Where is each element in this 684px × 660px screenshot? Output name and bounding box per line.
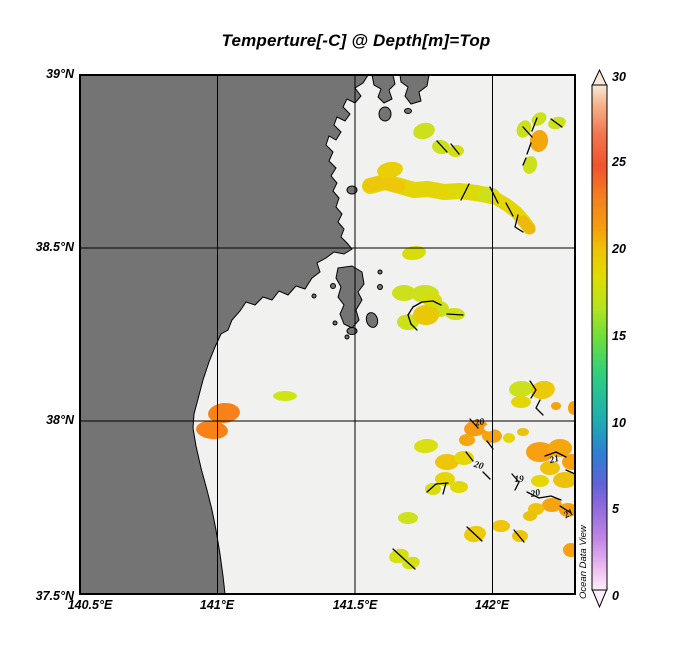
y-axis-label: 39°N [46,67,74,81]
svg-text:21: 21 [562,508,576,522]
svg-text:20: 20 [473,417,485,429]
map-frame [79,74,576,595]
landmass [80,75,430,594]
colorbar-tick-label: 25 [612,155,626,169]
svg-text:20: 20 [472,460,485,472]
svg-text:19: 19 [514,475,524,485]
peninsula-island [371,75,396,104]
islet [344,334,350,340]
islet [377,284,383,290]
colorbar [591,68,608,609]
odv-watermark: Ocean Data View [578,525,589,599]
colorbar-tick-label: 30 [612,70,626,84]
grid-lines [80,75,575,594]
x-axis-label: 142°E [474,598,510,612]
x-axis-label: 141.5°E [332,598,378,612]
islet [377,269,383,275]
colorbar-bottom-arrow [591,588,608,609]
colorbar-tick-label: 10 [612,416,626,430]
contour-lines-layer [392,117,575,570]
islet [365,312,379,328]
colorbar-top-arrow [591,68,608,87]
svg-text:21: 21 [548,454,561,466]
colorbar-tick-label: 5 [612,502,619,516]
y-axis-label: 38°N [46,413,74,427]
y-axis-label: 37.5°N [35,589,74,603]
peninsula-island [399,75,430,105]
plot-title: Temperture[-C] @ Depth[m]=Top [221,31,491,50]
contour-labels-layer: 20 19 21 20 21 20 [472,417,576,522]
colorbar-gradient [591,84,608,591]
islet [311,293,317,299]
islet [330,283,336,289]
islet [378,106,392,122]
svg-text:20: 20 [529,488,542,500]
islet [404,108,412,114]
x-axis-label: 140.5°E [67,598,113,612]
x-axis-label: 141°E [199,598,235,612]
colorbar-tick-label: 0 [612,589,619,603]
islet [332,320,338,326]
colorbar-tick-label: 15 [612,329,626,343]
colorbar-tick-label: 20 [612,242,626,256]
temperature-blobs-layer [196,112,575,570]
y-axis-label: 38.5°N [35,240,74,254]
